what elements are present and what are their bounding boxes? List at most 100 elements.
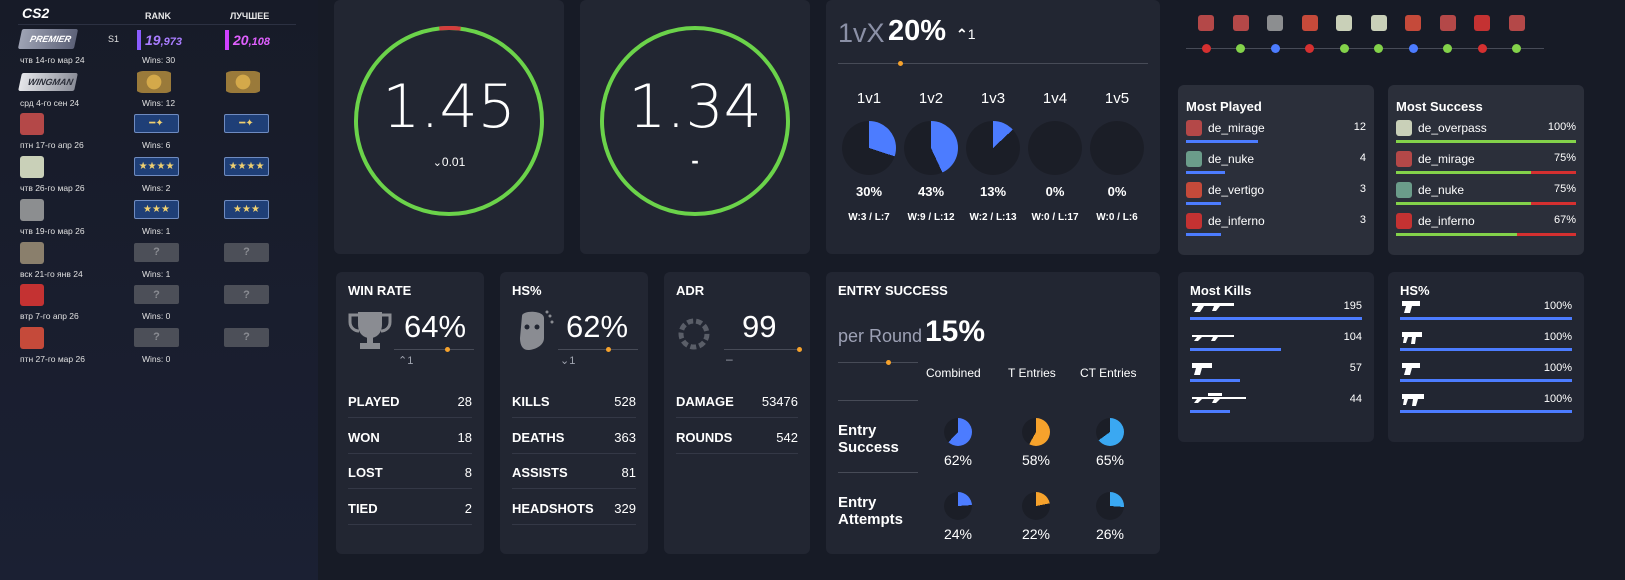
csgo-rank-badge: ★★★ (134, 199, 179, 219)
rank-history-row[interactable]: ★★★★ ★★★★ чтв 26-го мар 26 Wins: 2 (0, 156, 318, 200)
unranked-best-badge: ? (224, 285, 269, 305)
clutch-percent: 20% (888, 15, 947, 47)
wingman-best-badge (222, 70, 264, 93)
deagle-weapon-icon (1190, 359, 1250, 377)
map-success-bar (1396, 202, 1531, 205)
pistol-2-weapon-icon (1400, 359, 1460, 377)
unranked-badge: ? (134, 285, 179, 305)
entry-success-value: 58% (1021, 452, 1051, 468)
hs-title: HS% (512, 283, 542, 298)
stat-label: PLAYED (348, 394, 400, 409)
map-name[interactable]: de_overpass (1418, 121, 1487, 135)
csgo-best-rank-badge: ★★★ (224, 199, 269, 219)
adr-title: ADR (676, 283, 705, 298)
map-name[interactable]: de_mirage (1208, 121, 1265, 135)
unranked-best-badge: ? (224, 242, 269, 262)
stat-value: 18 (457, 429, 472, 445)
entry-marker (886, 360, 891, 365)
weapon-value: 104 (1343, 331, 1362, 343)
stat-value: 2 (464, 500, 472, 516)
most-played-panel: Most Played de_mirage 12 de_nuke 4 de_vertig… (1178, 85, 1374, 255)
map-name[interactable]: de_vertigo (1208, 183, 1265, 197)
recent-match-map-icon[interactable] (1336, 15, 1352, 31)
rating-ring-1 (354, 25, 544, 216)
wins-count: Wins: 30 (142, 55, 176, 65)
hs-panel: HS% 62% ⌄1 KILLS 528 DEATHS 363 ASSISTS 81 HEA… (500, 272, 648, 554)
map-icon (20, 326, 44, 349)
rating-panel-2: 1.34 - (580, 0, 810, 254)
wingman-rank-badge (133, 70, 175, 93)
recent-match-map-icon[interactable] (1198, 15, 1214, 31)
weapon-value: 44 (1349, 393, 1362, 405)
map-value: 3 (1359, 214, 1366, 226)
weapon-hs-panel: HS% 100% 100% 100% 100% (1388, 272, 1584, 442)
clutch-type-percent: 13% (979, 184, 1007, 199)
win-rate-title: WIN RATE (348, 283, 412, 298)
wins-count: Wins: 12 (142, 97, 176, 108)
wins-count: Wins: 2 (142, 183, 171, 194)
most-kills-title: Most Kills (1190, 283, 1252, 298)
recent-match-map-icon[interactable] (1508, 15, 1525, 31)
map-icon (20, 284, 44, 307)
map-name[interactable]: de_inferno (1418, 214, 1475, 228)
entry-title: ENTRY SUCCESS (838, 283, 948, 298)
clutch-pie (1090, 121, 1144, 175)
adr-marker (797, 347, 802, 352)
rank-history-row[interactable]: ?? птн 27-го мар 26 Wins: 0 (0, 326, 318, 371)
weapon-bar (1190, 348, 1281, 351)
recent-match-map-icon[interactable] (1405, 15, 1421, 31)
map-name[interactable]: de_inferno (1208, 214, 1265, 228)
map-success-bar (1396, 140, 1576, 143)
map-value: 100% (1547, 121, 1576, 133)
recent-match-result-dot (1443, 44, 1452, 53)
clutch-type-record: W:0 / L:6 (1096, 212, 1138, 223)
map-name[interactable]: de_mirage (1418, 152, 1475, 166)
csgo-best-rank-badge: ★★★★ (224, 157, 269, 177)
unranked-best-badge: ? (224, 327, 269, 347)
rank-history-row[interactable]: WINGMAN срд 4-го сен 24 Wins: 12 (0, 70, 318, 115)
recent-matches-line (1186, 48, 1544, 49)
entry-success-panel: ENTRY SUCCESS per Round 15% Combined T E… (826, 272, 1160, 554)
adr-divider (724, 349, 798, 350)
recent-match-map-icon[interactable] (1267, 15, 1283, 31)
entry-attempts-value: 22% (1021, 526, 1051, 542)
entry-success-value: 65% (1095, 452, 1125, 468)
rank-history-row[interactable]: PREMIER S1 19,973 20,108 чтв 14-го мар 24 Win… (0, 28, 318, 72)
stat-value: 53476 (761, 394, 798, 409)
stat-row: HEADSHOTS 329 (512, 491, 636, 525)
recent-match-map-icon[interactable] (1232, 15, 1249, 31)
rank-history-row[interactable]: ?? втр 7-го апр 26 Wins: 0 (0, 284, 318, 328)
stat-label: WON (348, 429, 380, 445)
recent-match-map-icon[interactable] (1301, 15, 1318, 31)
weapon-bar (1190, 410, 1230, 413)
clutch-type-record: W:3 / L:7 (848, 212, 890, 223)
csgo-rank-badge: ★★★★ (134, 157, 179, 177)
stat-label: ASSISTS (512, 465, 568, 480)
stat-label: TIED (348, 500, 378, 516)
weapon-bar (1400, 348, 1572, 351)
entry-success-value: 62% (943, 452, 973, 468)
map-name[interactable]: de_nuke (1208, 152, 1255, 166)
recent-match-result-dot (1512, 44, 1521, 53)
weapon-value: 100% (1543, 362, 1572, 374)
recent-match-map-icon[interactable] (1439, 15, 1456, 31)
map-icon (1396, 213, 1412, 229)
adr-value: 99 (742, 309, 777, 344)
entry-attempts-row-label: Entry Attempts (838, 494, 904, 528)
stat-label: ROUNDS (676, 429, 733, 445)
recent-match-map-icon[interactable] (1474, 15, 1490, 31)
csgo-rank-badge: ━✦ (134, 114, 179, 134)
recent-match-map-icon[interactable] (1370, 15, 1387, 31)
entry-attempts-pie (1096, 492, 1124, 520)
stat-value: 363 (614, 429, 636, 445)
win-rate-value: 64% (404, 309, 467, 344)
weapon-bar (1400, 317, 1572, 320)
map-name[interactable]: de_nuke (1418, 183, 1465, 197)
map-value: 12 (1353, 121, 1366, 133)
rank-history-row[interactable]: ?? вск 21-го янв 24 Wins: 1 (0, 241, 318, 286)
stat-row: PLAYED 28 (348, 384, 472, 418)
clutch-type-record: W:0 / L:17 (1031, 212, 1079, 223)
weapon-value: 100% (1543, 300, 1572, 312)
rank-history-row[interactable]: ━✦ ━✦ птн 17-го апр 26 Wins: 6 (0, 113, 318, 157)
rank-history-row[interactable]: ★★★ ★★★ чтв 19-го мар 26 Wins: 1 (0, 198, 318, 243)
